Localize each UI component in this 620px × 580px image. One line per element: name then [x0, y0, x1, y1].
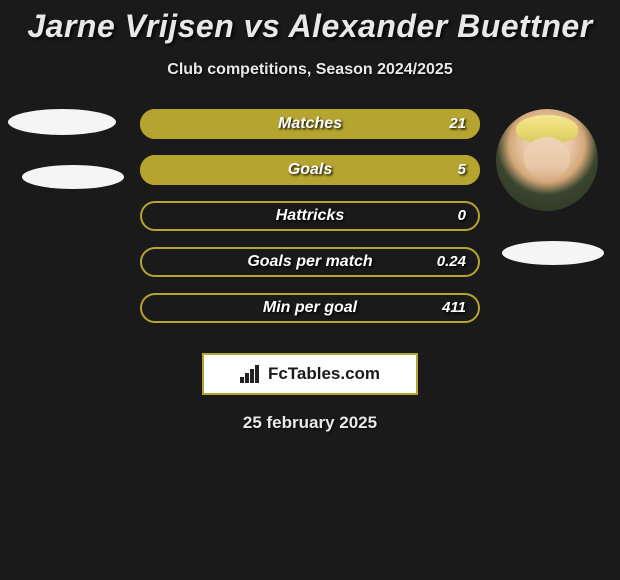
placeholder-ellipse — [8, 109, 116, 135]
bar-chart-icon — [240, 365, 262, 383]
stat-label: Goals per match — [140, 247, 480, 277]
stat-label: Hattricks — [140, 201, 480, 231]
stat-label: Min per goal — [140, 293, 480, 323]
stat-label: Matches — [140, 109, 480, 139]
stat-row: Goals per match0.24 — [140, 247, 480, 277]
stat-bars: Matches21 Goals5 Hattricks0 Goals per match… — [140, 109, 480, 339]
brand-label: FcTables.com — [268, 364, 380, 384]
stat-value: 21 — [449, 109, 466, 139]
date-text: 25 february 2025 — [0, 413, 620, 433]
stat-row: Matches21 — [140, 109, 480, 139]
stat-row: Min per goal411 — [140, 293, 480, 323]
stat-value: 0 — [458, 201, 466, 231]
page-subtitle: Club competitions, Season 2024/2025 — [0, 61, 620, 79]
stats-area: Matches21 Goals5 Hattricks0 Goals per match… — [0, 109, 620, 339]
stat-value: 0.24 — [437, 247, 466, 277]
stat-row: Hattricks0 — [140, 201, 480, 231]
stat-value: 5 — [458, 155, 466, 185]
stat-row: Goals5 — [140, 155, 480, 185]
left-player-placeholder — [8, 109, 124, 189]
placeholder-ellipse — [502, 241, 604, 265]
placeholder-ellipse — [22, 165, 124, 189]
brand-badge[interactable]: FcTables.com — [202, 353, 418, 395]
page-title: Jarne Vrijsen vs Alexander Buettner — [0, 0, 620, 45]
stat-value: 411 — [442, 293, 466, 323]
comparison-card: Jarne Vrijsen vs Alexander Buettner Club… — [0, 0, 620, 580]
stat-label: Goals — [140, 155, 480, 185]
right-player-column — [492, 109, 602, 265]
player-avatar — [496, 109, 598, 211]
